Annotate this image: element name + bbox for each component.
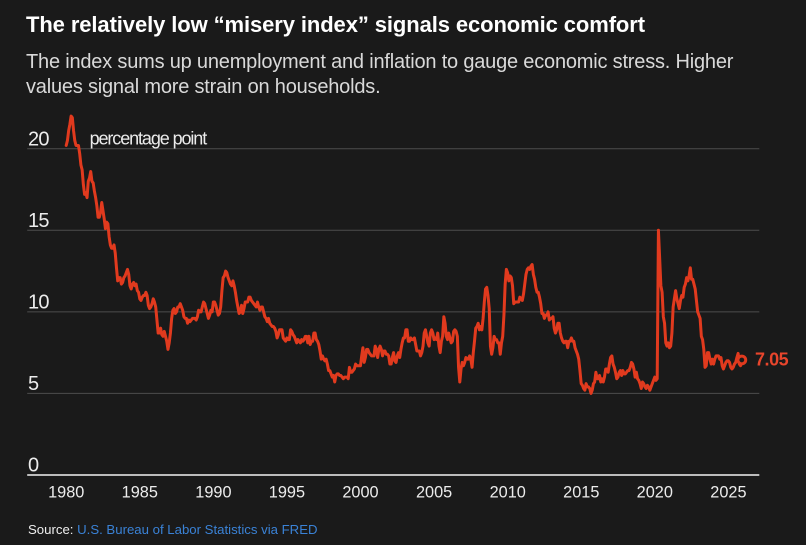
svg-text:10: 10 <box>28 292 49 314</box>
svg-text:0: 0 <box>28 455 39 477</box>
svg-text:percentage point: percentage point <box>90 129 208 149</box>
svg-text:1995: 1995 <box>269 484 305 502</box>
svg-text:7.05: 7.05 <box>755 349 789 369</box>
svg-text:1985: 1985 <box>122 484 158 502</box>
svg-text:2005: 2005 <box>416 484 452 502</box>
svg-text:2025: 2025 <box>710 484 746 502</box>
svg-text:20: 20 <box>28 129 49 151</box>
svg-text:2020: 2020 <box>637 484 673 502</box>
svg-text:1980: 1980 <box>48 484 84 502</box>
svg-text:15: 15 <box>28 210 49 232</box>
svg-text:2010: 2010 <box>490 484 526 502</box>
svg-text:1990: 1990 <box>195 484 231 502</box>
svg-text:5: 5 <box>28 373 39 395</box>
svg-text:2015: 2015 <box>563 484 599 502</box>
svg-text:2000: 2000 <box>342 484 378 502</box>
